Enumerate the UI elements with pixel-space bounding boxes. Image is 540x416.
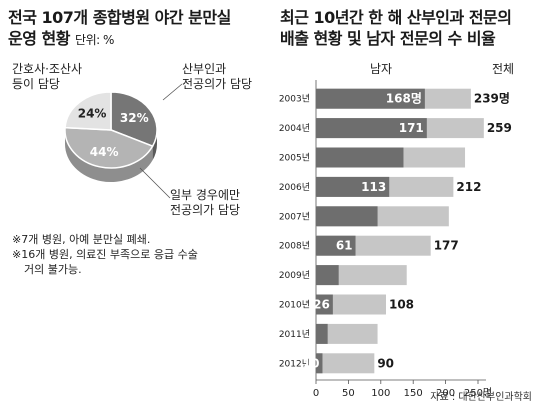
y-tick-label: 2003년 xyxy=(279,94,310,105)
pie-label-general: 일부 경우에만 전공의가 담당 xyxy=(170,188,240,218)
data-label-total: 239명 xyxy=(474,92,510,106)
x-tick-label: 0 xyxy=(313,388,319,399)
pie-slice-nurse xyxy=(64,91,112,131)
y-tick-label: 2005년 xyxy=(279,153,310,164)
pie-notes: ※7개 병원, 아예 분만실 폐쇄. ※16개 병원, 의료진 부족으로 응급 … xyxy=(12,232,198,277)
bar-total xyxy=(316,353,375,374)
right-panel: 최근 10년간 한 해 산부인과 전문의 배출 현황 및 남자 전문의 수 비율… xyxy=(272,0,540,416)
pie-value-nurse: 24% xyxy=(78,106,107,120)
pie-value-general: 44% xyxy=(90,145,119,159)
data-label-male: 10 xyxy=(303,356,320,370)
bar-male xyxy=(316,323,328,344)
pie-unit: 단위: % xyxy=(75,33,114,47)
bar-title-line1: 최근 10년간 한 해 산부인과 전문의 xyxy=(280,8,512,27)
pie-side-general xyxy=(65,130,153,182)
bar-male xyxy=(316,118,427,139)
bar-male xyxy=(316,147,404,168)
bar-male xyxy=(316,235,356,256)
bar-title-line2: 배출 현황 및 남자 전문의 수 비율 xyxy=(280,29,496,48)
data-label-total: 108 xyxy=(389,298,414,312)
pie-title-text: 운영 현황 xyxy=(8,29,70,48)
x-tick-label: 100 xyxy=(371,388,390,399)
data-label-total: 90 xyxy=(377,356,394,370)
note-closed-rooms: ※7개 병원, 아예 분만실 폐쇄. xyxy=(12,233,151,246)
data-label-total: 212 xyxy=(456,180,481,194)
data-label-male: 171 xyxy=(399,121,424,135)
bar-total xyxy=(316,294,386,315)
pie-label-nurse-line2: 등이 담당 xyxy=(12,77,60,91)
pie-label-nurse-line1: 간호사·조산사 xyxy=(12,62,83,76)
pie-title-line2: 운영 현황 단위: % xyxy=(8,29,114,50)
bar-male xyxy=(316,206,378,227)
bar-chart: 0 50 100 150 200 250명 2003년 168명 239명 2004년 171 259… xyxy=(279,80,512,399)
bar-male xyxy=(316,265,339,286)
pie-side-obgyn xyxy=(152,130,157,161)
bar-male xyxy=(316,176,390,197)
pie-title-line1: 전국 107개 종합병원 야간 분만실 xyxy=(8,8,231,27)
legend-total: 전체 xyxy=(492,62,515,76)
data-label-total: 259 xyxy=(487,121,512,135)
pie-leader-general xyxy=(139,167,171,199)
data-label-total: 177 xyxy=(434,239,459,253)
data-label-male: 26 xyxy=(313,298,330,312)
y-tick-label: 2006년 xyxy=(279,182,310,193)
y-tick-label: 2009년 xyxy=(279,270,310,281)
pie-chart: 32% 44% 24% xyxy=(64,83,183,199)
note-staff-shortage-cont: 거의 불가능. xyxy=(24,263,82,276)
bar-male xyxy=(316,353,323,374)
pie-label-obgyn-line2: 전공의가 담당 xyxy=(182,77,253,91)
y-tick-label: 2004년 xyxy=(279,123,310,134)
pie-slice-obgyn xyxy=(110,91,158,148)
bar-total xyxy=(316,323,378,344)
data-label-male: 168명 xyxy=(386,92,422,106)
x-tick-label: 50 xyxy=(342,388,355,399)
bar-male xyxy=(316,294,333,315)
y-tick-label: 2007년 xyxy=(279,211,310,222)
pie-slice-general xyxy=(64,126,154,169)
pie-label-nurse: 간호사·조산사 등이 담당 xyxy=(12,62,82,92)
x-tick-label: 150 xyxy=(404,388,423,399)
pie-label-general-line1: 일부 경우에만 xyxy=(170,188,241,202)
pie-label-general-line2: 전공의가 담당 xyxy=(170,203,241,217)
data-label-male: 113 xyxy=(361,180,386,194)
source-note: 자료 : 대한산부인과학회 xyxy=(430,392,532,403)
note-staff-shortage: ※16개 병원, 의료진 부족으로 응급 수술 xyxy=(12,248,198,261)
y-tick-label: 2011년 xyxy=(279,329,310,340)
pie-leader-obgyn xyxy=(162,83,183,101)
data-label-male: 61 xyxy=(336,239,353,253)
y-tick-label: 2008년 xyxy=(279,241,310,252)
y-tick-label: 2012년 xyxy=(279,358,310,369)
pie-value-obgyn: 32% xyxy=(120,111,149,125)
bar-male xyxy=(316,88,425,109)
pie-label-obgyn-line1: 산부인과 xyxy=(182,62,227,76)
legend-male: 남자 xyxy=(370,62,393,76)
x-tick-label: 200 xyxy=(436,388,455,399)
left-panel: 전국 107개 종합병원 야간 분만실 운영 현황 단위: % 32% 44% 24… xyxy=(8,8,252,277)
x-tick-label: 250명 xyxy=(464,387,492,399)
y-tick-label: 2010년 xyxy=(279,300,310,311)
pie-label-obgyn: 산부인과 전공의가 담당 xyxy=(182,62,252,92)
